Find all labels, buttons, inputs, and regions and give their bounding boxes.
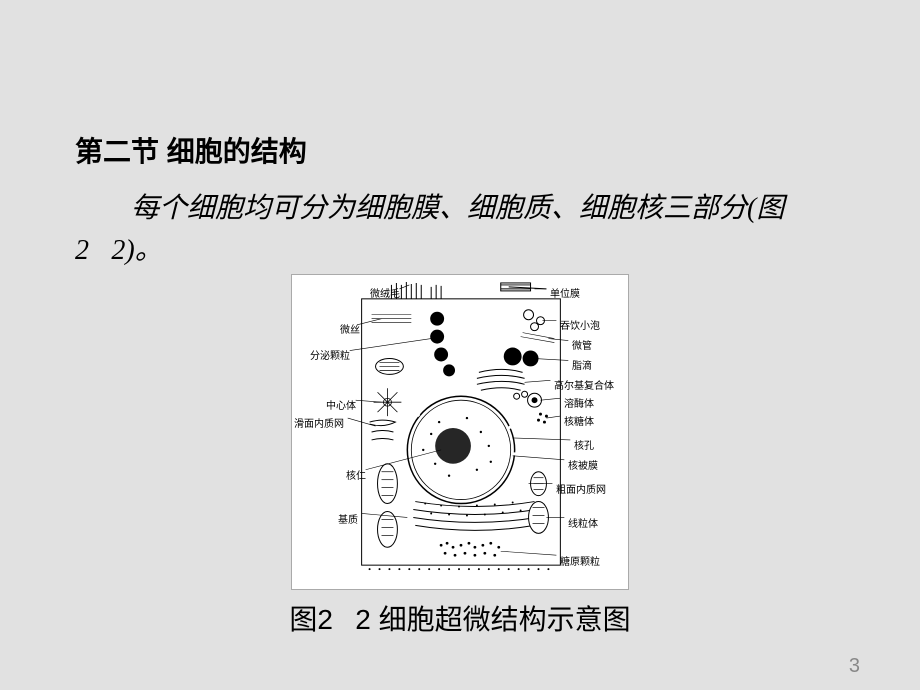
diagram-label: 核糖体 bbox=[564, 413, 594, 428]
diagram-label: 中心体 bbox=[326, 397, 356, 412]
diagram-label: 核仁 bbox=[346, 467, 366, 482]
body-text-content: 每个细胞均可分为细胞膜、细胞质、细胞核三部分(图22)。 bbox=[75, 193, 784, 266]
diagram-label: 线粒体 bbox=[568, 515, 598, 530]
diagram-label: 核孔 bbox=[574, 437, 594, 452]
diagram-label: 基质 bbox=[338, 511, 358, 526]
diagram-label: 微绒毛 bbox=[370, 285, 400, 300]
diagram-container: 微绒毛微丝分泌颗粒中心体滑面内质网核仁基质 单位膜吞饮小泡微管脂滴高尔基复合体溶酶… bbox=[60, 274, 860, 590]
diagram-label: 粗面内质网 bbox=[556, 481, 606, 496]
body-text: 每个细胞均可分为细胞膜、细胞质、细胞核三部分(图22)。 bbox=[75, 188, 860, 272]
diagram-label: 核被膜 bbox=[568, 457, 598, 472]
diagram-label: 糖原颗粒 bbox=[560, 553, 600, 568]
diagram-label: 脂滴 bbox=[572, 357, 592, 372]
figure-caption: 图22 细胞超微结构示意图 bbox=[60, 598, 860, 638]
section-title: 第二节 细胞的结构 bbox=[75, 130, 860, 170]
diagram-label: 高尔基复合体 bbox=[554, 377, 614, 392]
diagram-label: 吞饮小泡 bbox=[560, 317, 600, 332]
cell-diagram: 微绒毛微丝分泌颗粒中心体滑面内质网核仁基质 单位膜吞饮小泡微管脂滴高尔基复合体溶酶… bbox=[291, 274, 629, 590]
diagram-label: 滑面内质网 bbox=[294, 415, 344, 430]
diagram-label: 微管 bbox=[572, 337, 592, 352]
slide: 第二节 细胞的结构 每个细胞均可分为细胞膜、细胞质、细胞核三部分(图22)。 bbox=[0, 0, 920, 690]
diagram-label: 溶酶体 bbox=[564, 395, 594, 410]
diagram-label: 分泌颗粒 bbox=[310, 347, 350, 362]
diagram-label: 微丝 bbox=[340, 321, 360, 336]
page-number: 3 bbox=[849, 655, 860, 678]
diagram-label: 单位膜 bbox=[550, 285, 580, 300]
